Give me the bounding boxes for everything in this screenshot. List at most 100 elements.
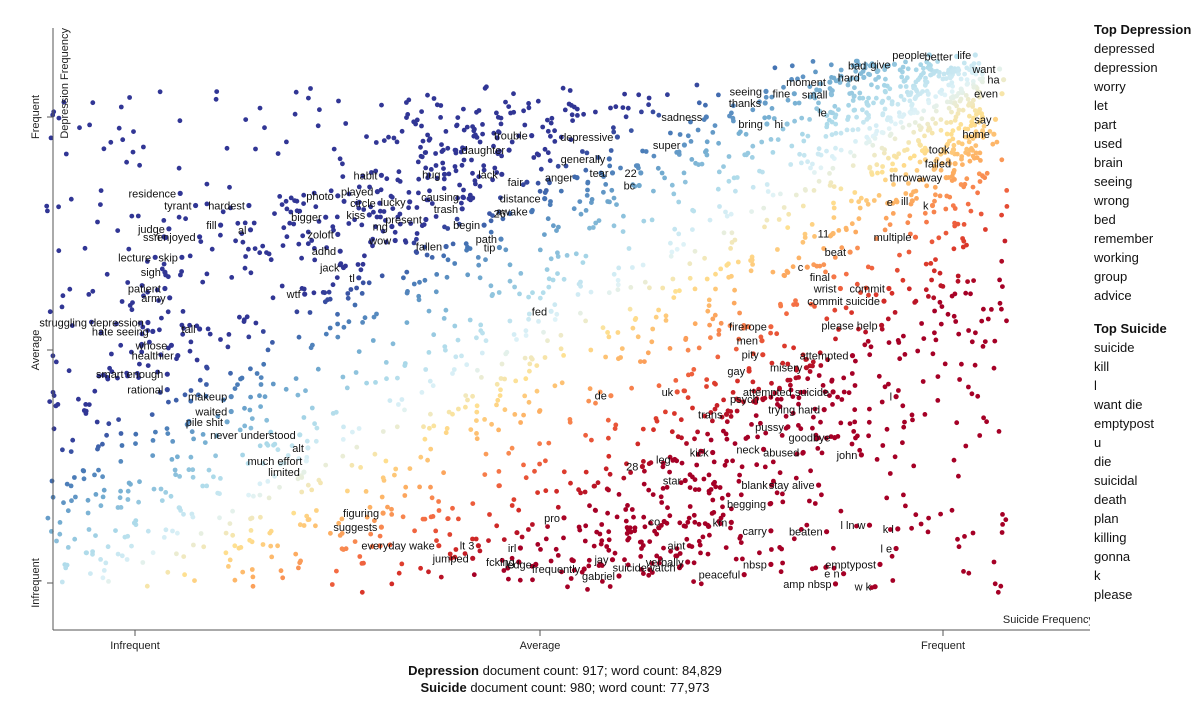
data-point[interactable] — [578, 310, 583, 316]
data-point[interactable] — [129, 543, 134, 549]
data-point[interactable] — [963, 290, 969, 296]
data-point[interactable] — [108, 139, 114, 145]
data-point[interactable] — [494, 381, 500, 387]
data-point[interactable] — [622, 91, 627, 97]
data-point[interactable] — [416, 297, 422, 303]
data-point[interactable] — [296, 334, 302, 340]
data-point[interactable] — [995, 589, 1001, 595]
data-point[interactable] — [377, 543, 383, 549]
data-point[interactable] — [624, 531, 630, 536]
data-point[interactable] — [242, 405, 247, 411]
data-point[interactable] — [284, 206, 290, 212]
data-point[interactable] — [339, 546, 345, 552]
data-point[interactable] — [369, 544, 375, 549]
data-point[interactable] — [992, 338, 998, 344]
data-point[interactable] — [118, 459, 124, 464]
data-point[interactable] — [953, 319, 959, 324]
term-label[interactable]: life — [957, 50, 971, 62]
data-point[interactable] — [911, 463, 917, 469]
data-point[interactable] — [418, 153, 424, 159]
term-point-moment[interactable] — [827, 79, 833, 85]
data-point[interactable] — [182, 572, 188, 578]
data-point[interactable] — [387, 542, 393, 548]
data-point[interactable] — [956, 331, 962, 337]
data-point[interactable] — [133, 441, 138, 446]
data-point[interactable] — [748, 258, 753, 263]
data-point[interactable] — [734, 396, 740, 402]
data-point[interactable] — [623, 114, 629, 120]
data-point[interactable] — [955, 221, 961, 227]
data-point[interactable] — [490, 177, 495, 183]
data-point[interactable] — [776, 217, 782, 222]
data-point[interactable] — [578, 490, 583, 496]
data-point[interactable] — [122, 534, 128, 540]
data-point[interactable] — [966, 570, 972, 576]
data-point[interactable] — [728, 525, 733, 531]
term-label[interactable]: jack — [319, 263, 340, 275]
term-label[interactable]: fill — [206, 220, 216, 232]
data-point[interactable] — [535, 98, 541, 104]
data-point[interactable] — [761, 205, 767, 211]
data-point[interactable] — [477, 139, 483, 145]
data-point[interactable] — [87, 122, 92, 128]
data-point[interactable] — [923, 287, 929, 293]
data-point[interactable] — [696, 538, 702, 544]
term-point-residence[interactable] — [177, 190, 183, 196]
term-point-tear[interactable] — [609, 170, 616, 176]
data-point[interactable] — [65, 545, 71, 550]
data-point[interactable] — [777, 404, 783, 409]
data-point[interactable] — [258, 514, 263, 520]
data-point[interactable] — [537, 295, 543, 301]
term-label[interactable]: photo — [306, 191, 334, 203]
data-point[interactable] — [535, 542, 541, 547]
data-point[interactable] — [352, 539, 358, 544]
data-point[interactable] — [868, 344, 874, 350]
data-point[interactable] — [667, 513, 673, 519]
data-point[interactable] — [731, 103, 736, 109]
data-point[interactable] — [340, 374, 346, 380]
data-point[interactable] — [277, 194, 283, 199]
data-point[interactable] — [605, 510, 610, 516]
data-point[interactable] — [852, 419, 858, 425]
data-point[interactable] — [581, 111, 586, 117]
term-point-hate-seeing[interactable] — [150, 328, 156, 334]
data-point[interactable] — [713, 286, 718, 292]
data-point[interactable] — [583, 432, 588, 438]
data-point[interactable] — [805, 376, 811, 382]
data-point[interactable] — [100, 372, 106, 378]
data-point[interactable] — [391, 135, 397, 141]
data-point[interactable] — [938, 127, 944, 133]
term-point-wrist[interactable] — [837, 285, 844, 292]
term-label[interactable]: smart enough — [96, 369, 163, 381]
data-point[interactable] — [113, 528, 118, 533]
data-point[interactable] — [509, 445, 515, 451]
data-point[interactable] — [846, 114, 851, 120]
data-point[interactable] — [63, 151, 69, 157]
data-point[interactable] — [555, 553, 561, 558]
data-point[interactable] — [816, 373, 822, 378]
data-point[interactable] — [918, 91, 923, 96]
data-point[interactable] — [311, 190, 317, 196]
data-point[interactable] — [441, 470, 446, 476]
data-point[interactable] — [788, 162, 794, 167]
data-point[interactable] — [967, 113, 972, 119]
term-label[interactable]: struggling depression — [39, 318, 144, 330]
term-point-tall[interactable] — [197, 326, 203, 332]
data-point[interactable] — [816, 146, 822, 152]
data-point[interactable] — [926, 100, 932, 106]
data-point[interactable] — [150, 453, 156, 458]
term-label[interactable]: e — [887, 197, 893, 209]
data-point[interactable] — [540, 290, 546, 296]
data-point[interactable] — [678, 480, 684, 486]
data-point[interactable] — [265, 347, 271, 353]
data-point[interactable] — [706, 297, 712, 303]
data-point[interactable] — [429, 495, 435, 501]
data-point[interactable] — [247, 407, 253, 413]
data-point[interactable] — [303, 388, 308, 394]
data-point[interactable] — [906, 286, 912, 292]
data-point[interactable] — [867, 125, 873, 131]
data-point[interactable] — [611, 125, 616, 131]
data-point[interactable] — [415, 159, 421, 165]
term-label[interactable]: wow — [368, 236, 391, 248]
data-point[interactable] — [632, 183, 638, 189]
